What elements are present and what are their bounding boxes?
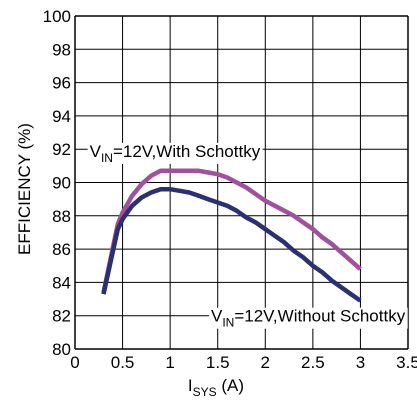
x-tick-label: 3 — [356, 353, 365, 372]
y-axis-label: EFFICIENCY (%) — [15, 123, 34, 255]
x-axis-label-unit: (A) — [217, 376, 244, 395]
x-tick-label: 0.5 — [111, 353, 135, 372]
x-tick-label: 1.5 — [206, 353, 230, 372]
annotation-sub: IN — [101, 151, 113, 165]
y-tick-label: 84 — [52, 273, 71, 292]
y-tick-label: 100 — [43, 7, 71, 26]
annotation-post: =12V,With Schottky — [113, 142, 261, 161]
tick-labels: 0 0.5 1 1.5 2 2.5 3 3.5 80 82 84 86 88 90 92 94 96 98 100 — [43, 7, 417, 372]
series-annotation-0: VIN=12V,With Schottky — [87, 142, 263, 165]
annotation-text: VIN=12V,Without Schottky — [211, 307, 406, 330]
y-tick-label: 86 — [52, 240, 71, 259]
y-tick-label: 98 — [52, 40, 71, 59]
annotation-post: =12V,Without Schottky — [234, 307, 405, 326]
x-tick-label: 0 — [70, 353, 79, 372]
series-annotation-1: VIN=12V,Without Schottky — [208, 307, 408, 330]
x-tick-label: 2 — [261, 353, 270, 372]
annotation-text: VIN=12V,With Schottky — [90, 142, 261, 165]
annotation-backdrop — [208, 307, 408, 329]
x-axis-label-sub: SYS — [193, 385, 217, 399]
annotation-pre: V — [90, 142, 102, 161]
annotation-pre: V — [211, 307, 223, 326]
y-tick-label: 90 — [52, 174, 71, 193]
x-tick-label: 2.5 — [301, 353, 325, 372]
x-tick-label: 1 — [165, 353, 174, 372]
series-lines — [101, 168, 362, 303]
x-axis-label: ISYS (A) — [188, 376, 244, 399]
x-axis-label-main: I — [188, 376, 193, 395]
y-tick-label: 82 — [52, 307, 71, 326]
annotation-backdrop — [87, 142, 263, 164]
series-line-1 — [101, 186, 362, 303]
annotation-sub: IN — [222, 316, 234, 330]
x-tick-label: 3.5 — [396, 353, 417, 372]
y-tick-label: 96 — [52, 74, 71, 93]
series-line-0 — [101, 168, 362, 293]
y-tick-label: 80 — [52, 340, 71, 359]
y-tick-label: 88 — [52, 207, 71, 226]
y-tick-label: 92 — [52, 140, 71, 159]
y-tick-label: 94 — [52, 107, 71, 126]
